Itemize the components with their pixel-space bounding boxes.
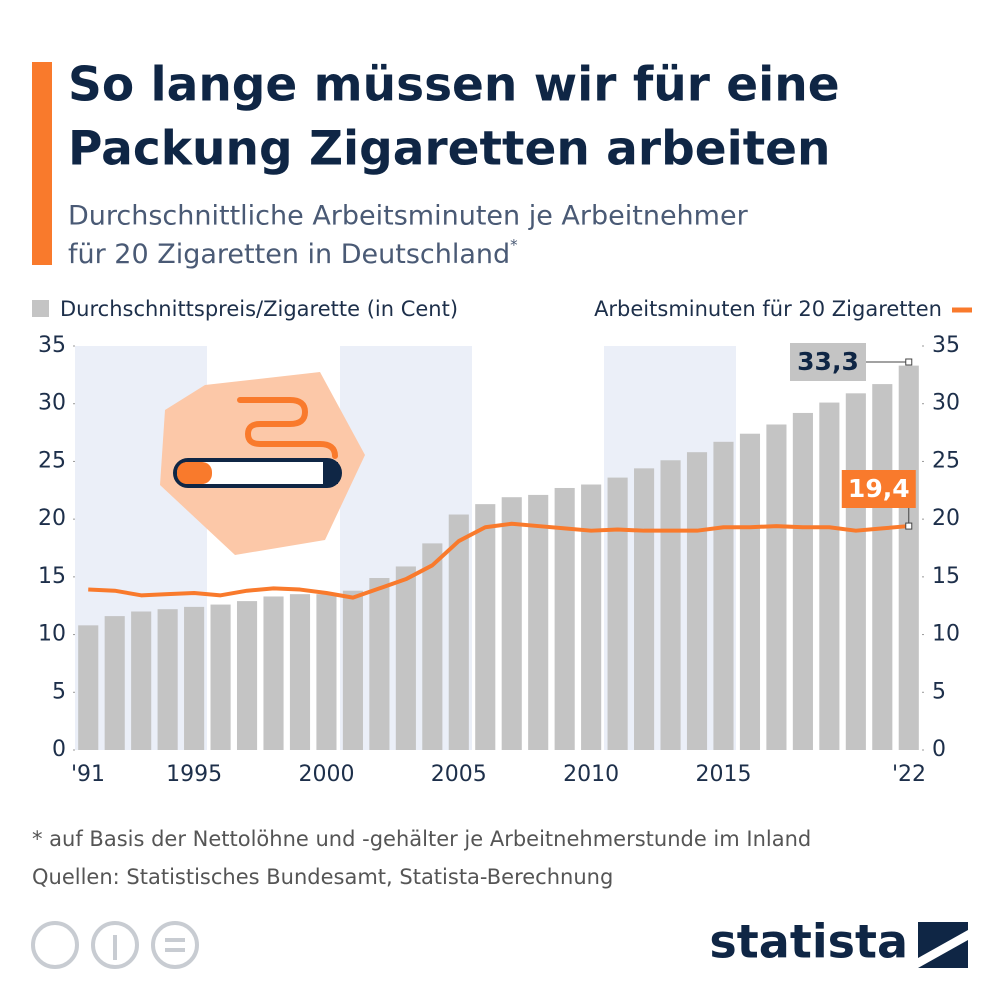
- label-box: [841, 470, 916, 508]
- y2-tick-label: 5: [932, 679, 946, 704]
- y2-tick-label: 30: [932, 391, 960, 416]
- bar: [157, 609, 178, 750]
- bar: [581, 484, 602, 750]
- bar: [289, 594, 311, 750]
- bar: [448, 514, 469, 750]
- cigarette-illustration: [160, 372, 365, 555]
- brand-logo: [918, 922, 968, 968]
- footnote: * auf Basis der Nettolöhne und -gehälter…: [32, 827, 811, 851]
- y2-tick-label: 20: [932, 506, 960, 531]
- x-tick-label: '91: [71, 762, 105, 787]
- value-label: 19,4: [848, 474, 910, 503]
- y-tick-label: 0: [52, 737, 66, 762]
- bar: [342, 590, 363, 750]
- title-line: So lange müssen wir für eine: [68, 58, 840, 113]
- bar: [78, 625, 99, 750]
- bar: [898, 365, 919, 750]
- tip: [323, 462, 338, 484]
- value-label: 33,3: [797, 347, 859, 376]
- label-anchor: [905, 358, 913, 366]
- x-tick-label: 2010: [563, 762, 619, 787]
- label-box: [790, 343, 866, 381]
- label-anchor: [905, 522, 913, 530]
- bar: [872, 384, 893, 750]
- y-tick-label: 25: [38, 448, 66, 473]
- bar: [131, 611, 152, 750]
- y2-tick-label: 35: [932, 333, 960, 358]
- y-tick-label: 15: [38, 564, 66, 589]
- bar: [395, 566, 416, 750]
- bar: [236, 601, 258, 750]
- bar: [713, 441, 734, 750]
- legend-label: Durchschnittspreis/Zigarette (in Cent): [60, 297, 458, 321]
- y2-tick-label: 0: [932, 737, 946, 762]
- bar: [316, 594, 337, 750]
- legend: Durchschnittspreis/Zigarette (in Cent) Ar…: [32, 297, 972, 321]
- logo-stripe: [918, 930, 968, 968]
- icon: [31, 921, 79, 969]
- x-tick-label: '22: [892, 762, 926, 787]
- bar: [369, 578, 390, 750]
- x-tick-label: 2000: [298, 762, 354, 787]
- bar: [766, 424, 787, 750]
- bar: [792, 412, 813, 750]
- bar: [263, 596, 284, 750]
- bar: [210, 604, 231, 750]
- subtitle-line: Durchschnittliche Arbeitsminuten je Arbe…: [68, 201, 749, 232]
- x-tick-label: 1995: [166, 762, 222, 787]
- y-tick-label: 35: [38, 333, 66, 358]
- bar: [528, 494, 549, 750]
- brand: statista: [709, 915, 908, 969]
- license-icons: [31, 921, 199, 969]
- bar: [634, 468, 655, 750]
- legend-swatch: [32, 300, 49, 317]
- title-line: Packung Zigaretten arbeiten: [68, 122, 831, 177]
- bar: [819, 402, 840, 750]
- y-tick-label: 10: [38, 622, 66, 647]
- bar: [739, 433, 761, 750]
- line: [88, 521, 909, 600]
- icon: [151, 921, 199, 969]
- y2-tick-label: 10: [932, 622, 960, 647]
- bar: [501, 497, 522, 750]
- icon: [91, 921, 139, 969]
- smoke: [237, 397, 338, 459]
- x-tick-label: 2015: [695, 762, 751, 787]
- bar: [554, 487, 575, 750]
- subtitle-marker: *: [510, 236, 518, 254]
- bar: [660, 460, 681, 750]
- cigarette: [173, 458, 342, 488]
- plot: 0 5 10 15 20 25 30 35 0 5 10 15 20 25 30 35 '91 1995 2000 2…: [38, 333, 960, 787]
- bar: [184, 606, 205, 750]
- x-tick-label: 2005: [431, 762, 487, 787]
- bar: [104, 616, 125, 750]
- source: Quellen: Statistisches Bundesamt, Statis…: [32, 865, 613, 889]
- subtitle-line: für 20 Zigaretten in Deutschland*: [68, 236, 518, 270]
- filter: [177, 462, 212, 484]
- bar: [607, 477, 628, 750]
- legend-label: Arbeitsminuten für 20 Zigaretten: [594, 297, 942, 321]
- y-tick-label: 5: [52, 679, 66, 704]
- y2-tick-label: 15: [932, 564, 960, 589]
- bar: [845, 393, 866, 750]
- y-tick-label: 20: [38, 506, 66, 531]
- y2-tick-label: 25: [932, 448, 960, 473]
- subtitle-text: für 20 Zigaretten in Deutschland: [68, 239, 510, 270]
- bar: [686, 452, 708, 750]
- y-tick-label: 30: [38, 391, 66, 416]
- bar: [475, 504, 496, 750]
- bar: [422, 543, 443, 750]
- accent-bar: [32, 62, 52, 265]
